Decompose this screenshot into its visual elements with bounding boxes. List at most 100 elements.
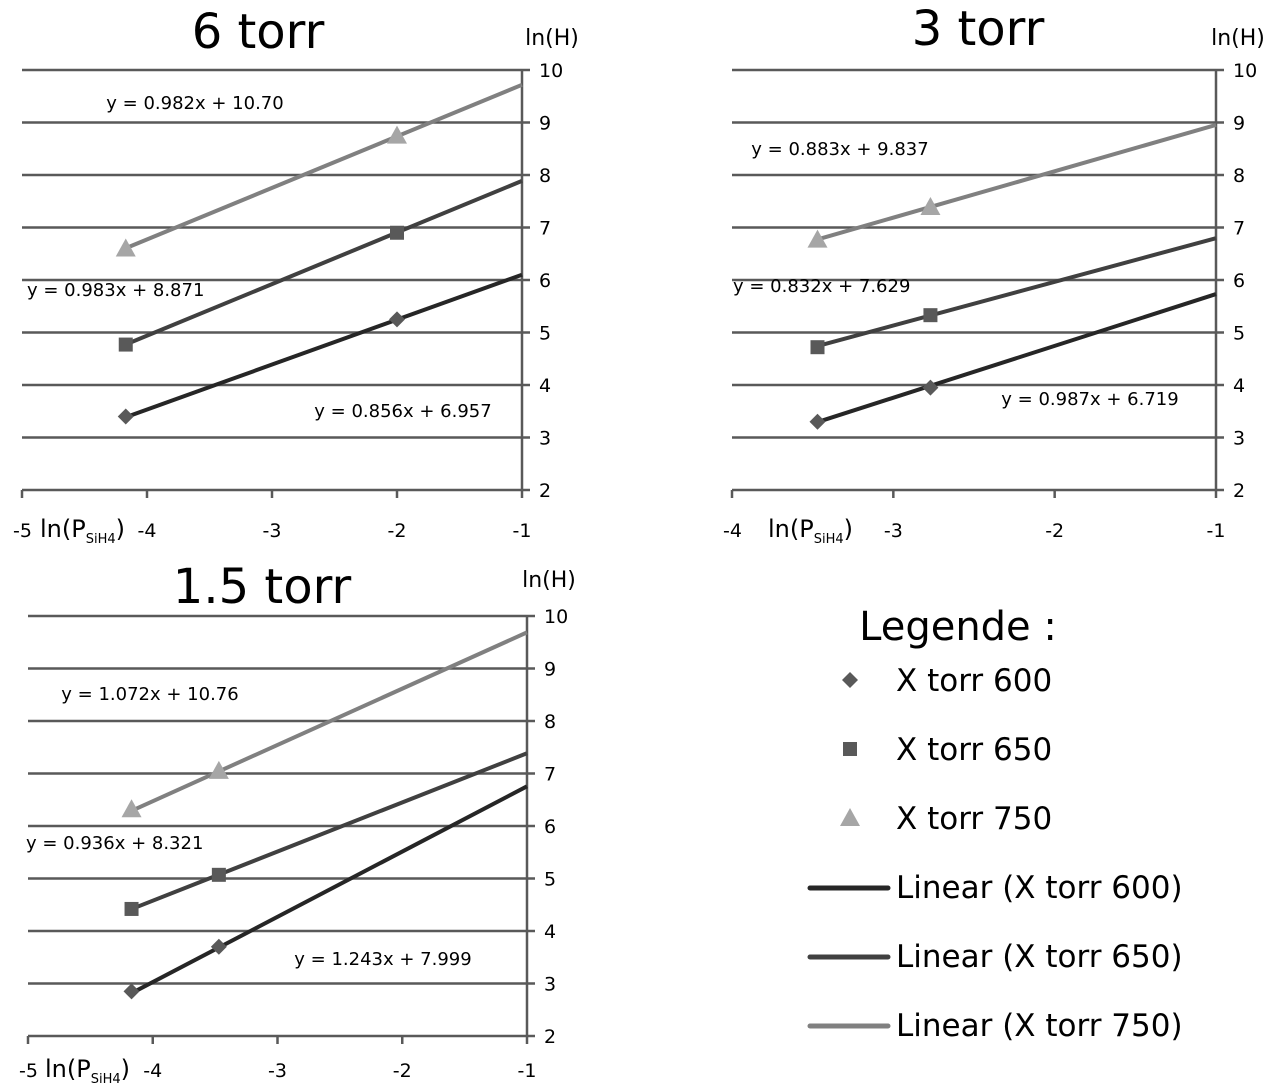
trendline-equation: y = 0.983x + 8.871 xyxy=(27,280,204,301)
trendline xyxy=(816,236,1217,348)
trendline xyxy=(124,179,523,347)
legend-marker-swatch xyxy=(842,672,858,688)
trendline-equation: y = 0.856x + 6.957 xyxy=(314,401,491,422)
data-point xyxy=(920,197,941,216)
data-point xyxy=(118,337,133,352)
x-axis-label: ln(PSiH4) xyxy=(768,515,853,547)
y-tick-label: 7 xyxy=(539,218,551,240)
y-tick-label: 4 xyxy=(1233,375,1245,397)
y-tick-label: 6 xyxy=(539,270,551,292)
y-tick-label: 7 xyxy=(544,764,556,786)
trendline xyxy=(130,630,528,813)
y-tick-label: 10 xyxy=(544,606,568,628)
data-point xyxy=(211,867,226,882)
trendline-equation: y = 1.072x + 10.76 xyxy=(61,684,238,705)
y-tick-label: 9 xyxy=(539,113,551,135)
x-tick-label: -5 xyxy=(19,1060,38,1082)
chart-title: 3 torr xyxy=(912,1,1045,57)
y-tick-label: 8 xyxy=(539,165,551,187)
trendline xyxy=(124,82,523,251)
trendline-equation: y = 1.243x + 7.999 xyxy=(294,949,471,970)
y-tick-label: 10 xyxy=(539,60,563,82)
y-tick-label: 7 xyxy=(1233,218,1245,240)
data-point xyxy=(124,901,139,916)
x-tick-label: -2 xyxy=(393,1060,412,1082)
data-point xyxy=(387,125,407,144)
data-point xyxy=(210,938,227,955)
legend-label: X torr 650 xyxy=(896,732,1052,768)
x-tick-label: -5 xyxy=(13,520,32,542)
data-point xyxy=(922,379,939,396)
y-tick-label: 3 xyxy=(544,974,556,996)
x-tick-label: -4 xyxy=(143,1060,162,1082)
trendline-equation: y = 0.936x + 8.321 xyxy=(26,833,203,854)
y-tick-label: 10 xyxy=(1233,60,1257,82)
y-tick-label: 4 xyxy=(544,921,556,943)
data-point xyxy=(810,340,825,355)
y-tick-label: 3 xyxy=(1233,428,1245,450)
y-tick-label: 9 xyxy=(1233,113,1245,135)
data-point xyxy=(123,983,140,1000)
data-point xyxy=(389,311,405,328)
legend-marker-swatch xyxy=(843,742,857,756)
x-tick-label: -1 xyxy=(513,520,532,542)
chart-title: 6 torr xyxy=(192,4,325,60)
trendline xyxy=(816,122,1217,242)
trendline-equation: y = 0.832x + 7.629 xyxy=(733,276,910,297)
x-tick-label: -3 xyxy=(268,1060,287,1082)
trendline-equation: y = 0.982x + 10.70 xyxy=(106,93,283,114)
trendline xyxy=(130,751,528,911)
x-axis-label: ln(PSiH4) xyxy=(45,1055,130,1087)
y-tick-label: 9 xyxy=(544,659,556,681)
y-tick-label: 5 xyxy=(539,323,551,345)
data-point xyxy=(390,225,404,240)
y-tick-label: 5 xyxy=(1233,323,1245,345)
x-tick-label: -4 xyxy=(138,520,157,542)
x-tick-label: -3 xyxy=(884,520,903,542)
y-tick-label: 8 xyxy=(1233,165,1245,187)
y-tick-label: 2 xyxy=(1233,480,1245,502)
x-axis-label: ln(PSiH4) xyxy=(40,515,125,547)
legend-title: Legende : xyxy=(859,604,1057,650)
chart-panel-1: 6 torr 2 3 4 5 6 7 8 9 10 -5 -4 -3 -2 -1 ln(H) ln(PSiH4)… xyxy=(13,4,579,547)
trendline xyxy=(816,292,1217,424)
y-axis-label: ln(H) xyxy=(522,568,576,593)
y-tick-label: 8 xyxy=(544,711,556,733)
trendline xyxy=(130,784,528,995)
y-tick-label: 2 xyxy=(544,1026,556,1048)
y-tick-label: 2 xyxy=(539,480,551,502)
x-tick-label: -4 xyxy=(723,520,742,542)
y-tick-label: 4 xyxy=(539,375,551,397)
y-axis-label: ln(H) xyxy=(525,26,579,51)
data-point xyxy=(115,238,136,257)
x-tick-label: -3 xyxy=(263,520,282,542)
data-point xyxy=(923,308,938,323)
data-point xyxy=(121,799,142,818)
x-tick-label: -1 xyxy=(518,1060,537,1082)
legend-label: X torr 750 xyxy=(896,801,1052,837)
trendline-equation: y = 0.883x + 9.837 xyxy=(751,139,928,160)
legend-label: Linear (X torr 750) xyxy=(896,1008,1183,1044)
data-point xyxy=(807,229,828,248)
chart-panel-2: 3 torr 2 3 4 5 6 7 8 9 10 -4 -3 -2 -1 ln(H) ln(PSiH4) y … xyxy=(723,1,1265,547)
data-point xyxy=(117,408,134,425)
data-point xyxy=(208,760,229,779)
legend-label: X torr 600 xyxy=(896,663,1052,699)
x-tick-label: -1 xyxy=(1207,520,1226,542)
y-tick-label: 5 xyxy=(544,869,556,891)
legend-label: Linear (X torr 600) xyxy=(896,870,1183,906)
data-point xyxy=(809,413,826,430)
trendline xyxy=(125,272,523,420)
y-tick-label: 6 xyxy=(544,816,556,838)
legend-label: Linear (X torr 650) xyxy=(896,939,1183,975)
chart-title: 1.5 torr xyxy=(173,559,352,615)
x-tick-label: -2 xyxy=(388,520,407,542)
y-tick-label: 3 xyxy=(539,428,551,450)
legend-marker-swatch xyxy=(840,808,860,826)
trendline-equation: y = 0.987x + 6.719 xyxy=(1001,389,1178,410)
x-tick-label: -2 xyxy=(1045,520,1064,542)
chart-panel-3: 1.5 torr 2 3 4 5 6 7 8 9 10 -5 -4 -3 -2 -1 ln(H) ln(PSiH… xyxy=(19,559,576,1087)
y-tick-label: 6 xyxy=(1233,270,1245,292)
legend: Legende : X torr 600 X torr 650 X torr 750 L… xyxy=(807,604,1183,1044)
